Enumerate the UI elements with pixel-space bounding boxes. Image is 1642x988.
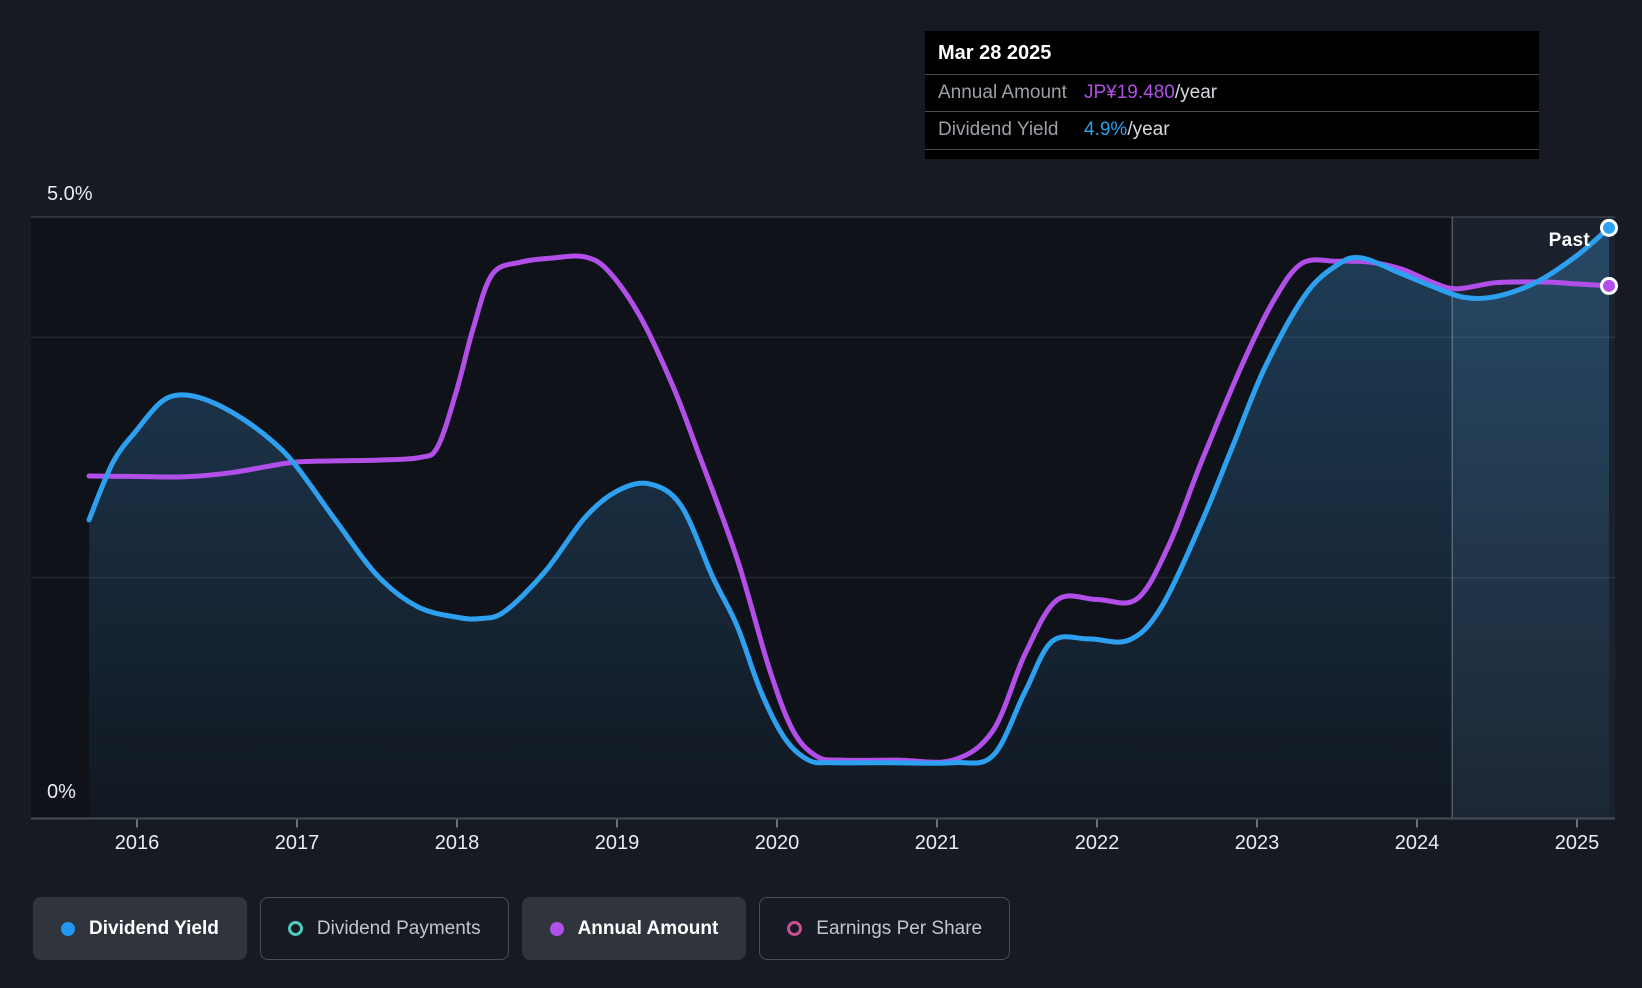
chart-tooltip: Mar 28 2025 Annual Amount JP¥19.480/year… [925, 31, 1539, 159]
x-axis-label-2024: 2024 [1394, 832, 1440, 854]
chart-legend: Dividend Yield Dividend Payments Annual Am… [33, 897, 1011, 960]
tooltip-value-suffix: /year [1127, 119, 1170, 140]
tooltip-value: 4.9% [1084, 119, 1128, 140]
y-axis-min-label: 0% [47, 781, 76, 803]
x-axis-label-2021: 2021 [914, 832, 960, 854]
ring-marker-icon [787, 921, 803, 936]
x-axis-label-2016: 2016 [114, 832, 160, 854]
ring-marker-icon [287, 921, 303, 936]
legend-item-dividend-yield[interactable]: Dividend Yield [33, 897, 247, 960]
dividend-yield-area [89, 227, 1609, 818]
legend-item-label: Dividend Payments [316, 917, 481, 939]
legend-item-earnings-per-share[interactable]: Earnings Per Share [759, 897, 1011, 960]
dot-marker-icon [549, 921, 564, 936]
x-axis-label-2020: 2020 [754, 832, 800, 854]
legend-item-dividend-payments[interactable]: Dividend Payments [259, 897, 509, 960]
x-axis-label-2017: 2017 [274, 832, 320, 854]
y-axis-max-label: 5.0% [47, 183, 93, 205]
x-axis-label-2022: 2022 [1074, 832, 1120, 854]
x-axis-label-2019: 2019 [594, 832, 640, 854]
tooltip-value: JP¥19.480 [1084, 82, 1175, 103]
dividend-yield-end-dot [1600, 218, 1618, 237]
tooltip-row-annual-amount: Annual Amount JP¥19.480/year [925, 74, 1539, 111]
annual-amount-end-dot [1600, 276, 1618, 295]
x-axis-label-2025: 2025 [1554, 832, 1600, 854]
tooltip-label: Dividend Yield [938, 119, 1059, 140]
x-axis-label-2023: 2023 [1234, 832, 1280, 854]
dividend-yield-line [86, 225, 1612, 766]
dot-marker-icon [61, 921, 75, 936]
past-region-label: Past [1548, 230, 1590, 251]
tooltip-value-suffix: /year [1174, 82, 1218, 103]
legend-item-label: Annual Amount [577, 917, 719, 939]
tooltip-row-dividend-yield: Dividend Yield 4.9%/year [925, 111, 1539, 150]
x-axis-label-2018: 2018 [434, 832, 480, 854]
legend-item-label: Dividend Yield [89, 917, 219, 939]
tooltip-date: Mar 28 2025 [938, 42, 1052, 64]
tooltip-label: Annual Amount [938, 82, 1067, 103]
legend-item-annual-amount[interactable]: Annual Amount [521, 897, 747, 960]
legend-item-label: Earnings Per Share [816, 917, 983, 939]
